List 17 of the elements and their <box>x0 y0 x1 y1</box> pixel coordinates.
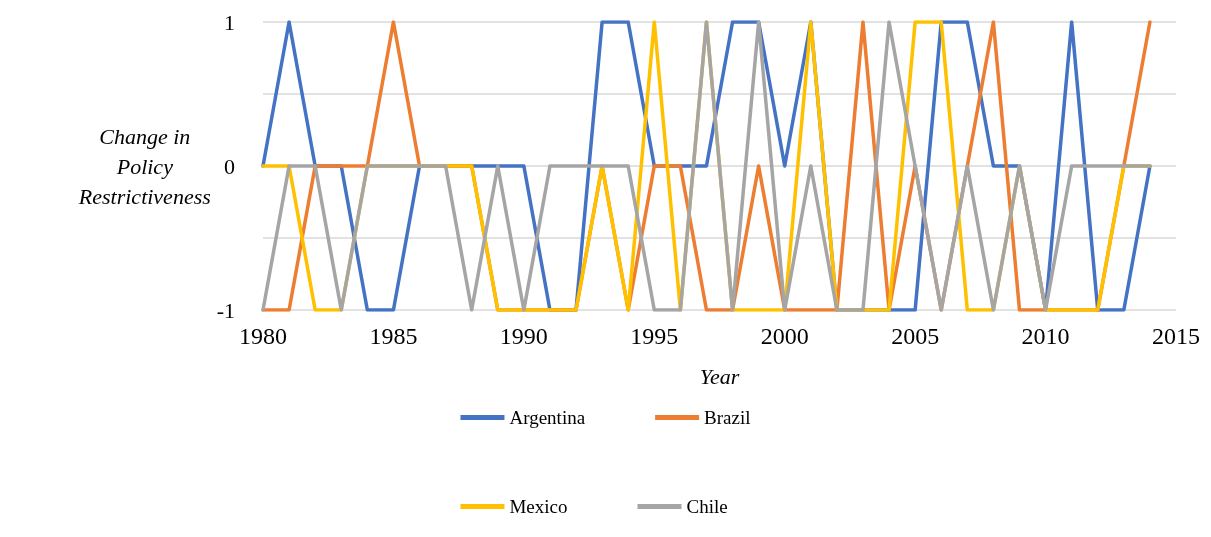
x-tick-label: 1985 <box>369 323 418 349</box>
x-tick-label: 1990 <box>499 323 548 349</box>
legend-label: Brazil <box>704 407 751 428</box>
x-tick-label: 1980 <box>239 323 287 349</box>
x-tick-label: 1995 <box>630 323 679 349</box>
x-tick-label: 2005 <box>891 323 940 349</box>
y-tick-label: 0 <box>224 153 235 179</box>
y-axis-title: Change in Policy Restrictiveness <box>77 123 211 209</box>
y-tick-label: 1 <box>224 9 235 35</box>
legend-label: Mexico <box>509 496 568 517</box>
y-tick-label: -1 <box>216 297 235 323</box>
x-tick-label: 2015 <box>1152 323 1200 349</box>
x-tick-label: 2000 <box>760 323 809 349</box>
legend-label: Chile <box>686 496 728 517</box>
x-axis-title: Year <box>699 363 740 389</box>
legend-label: Argentina <box>509 407 586 428</box>
x-tick-label: 2010 <box>1021 323 1070 349</box>
